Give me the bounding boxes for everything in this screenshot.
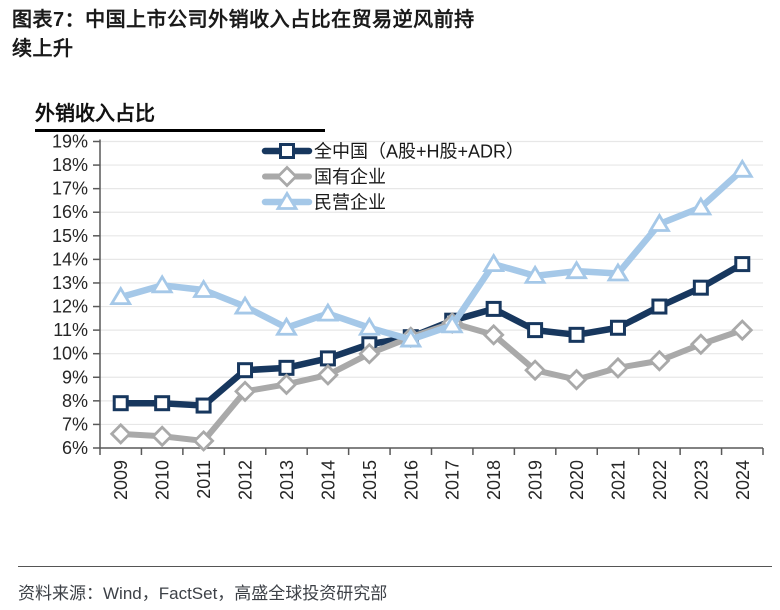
x-axis-label: 2014 xyxy=(318,460,338,500)
x-axis-label: 2009 xyxy=(111,460,131,500)
triangle-marker xyxy=(647,212,671,232)
x-axis-label: 2016 xyxy=(401,460,421,500)
square-marker xyxy=(195,397,212,414)
square-marker xyxy=(734,256,751,273)
legend-label: 国有企业 xyxy=(314,167,386,187)
triangle-marker xyxy=(316,302,340,322)
square-marker xyxy=(154,395,171,412)
y-axis-label: 13% xyxy=(52,273,88,293)
triangle-marker xyxy=(275,190,299,210)
triangle-marker xyxy=(606,262,630,282)
square-marker xyxy=(651,298,668,315)
diamond-marker xyxy=(234,380,257,403)
diamond-marker xyxy=(606,356,629,379)
x-axis-label: 2010 xyxy=(153,460,173,500)
triangle-marker xyxy=(150,274,174,294)
square-marker xyxy=(485,300,502,317)
y-axis-label: 18% xyxy=(52,155,88,175)
figure-title: 图表7：中国上市公司外销收入占比在贸易逆风前持续上升 xyxy=(12,9,475,60)
x-axis-label: 2019 xyxy=(526,460,546,500)
x-axis-label: 2017 xyxy=(443,460,463,500)
y-axis-label: 10% xyxy=(52,344,88,364)
x-axis-label: 2012 xyxy=(236,460,256,500)
diamond-marker xyxy=(689,333,712,356)
diamond-marker xyxy=(524,359,547,382)
diamond-marker xyxy=(482,323,505,346)
square-marker xyxy=(527,322,544,339)
triangle-marker xyxy=(233,295,257,315)
diamond-marker xyxy=(731,319,754,342)
diamond-marker xyxy=(192,429,215,452)
legend-item-2: 民营企业 xyxy=(261,190,386,213)
y-axis-label: 16% xyxy=(52,202,88,222)
y-axis-label: 15% xyxy=(52,226,88,246)
diamond-marker xyxy=(275,373,298,396)
x-axis-label: 2013 xyxy=(277,460,297,500)
x-axis-label: 2015 xyxy=(360,460,380,500)
triangle-marker xyxy=(482,252,506,272)
legend-item-0: 全中国（A股+H股+ADR） xyxy=(261,142,524,162)
square-marker xyxy=(279,143,295,159)
square-marker xyxy=(237,362,254,379)
square-marker xyxy=(609,319,626,336)
diamond-marker xyxy=(109,422,132,445)
series-1 xyxy=(109,312,754,452)
chart-title: 外销收入占比 xyxy=(35,97,325,132)
diamond-marker xyxy=(151,425,174,448)
legend-label: 全中国（A股+H股+ADR） xyxy=(314,142,524,162)
x-axis-label: 2023 xyxy=(691,460,711,500)
y-axis-label: 11% xyxy=(53,320,88,340)
y-axis-label: 14% xyxy=(52,249,88,269)
legend-label: 民营企业 xyxy=(314,193,386,213)
series-2 xyxy=(109,158,754,348)
y-axis-label: 8% xyxy=(62,391,88,411)
diamond-marker xyxy=(316,363,339,386)
source-note: 资料来源：Wind，FactSet，高盛全球投资研究部 xyxy=(18,566,772,604)
triangle-marker xyxy=(192,278,216,298)
series-line-2 xyxy=(117,166,746,343)
triangle-marker xyxy=(565,259,589,280)
line-chart: 6% 7% 8% 9% 10% 11% 12% 13% 14% 15% 16% 17% 18% 19% 20… xyxy=(52,132,764,500)
diamond-marker xyxy=(358,342,381,365)
square-marker xyxy=(692,279,709,296)
triangle-marker xyxy=(399,328,423,348)
x-axis-label: 2020 xyxy=(567,460,587,500)
triangle-marker xyxy=(730,158,754,178)
triangle-marker xyxy=(274,316,298,336)
triangle-marker xyxy=(109,285,133,306)
x-axis-label: 2021 xyxy=(608,460,628,500)
diamond-marker xyxy=(276,165,298,188)
diamond-marker xyxy=(565,368,588,391)
triangle-marker xyxy=(440,314,464,334)
y-axis-label: 17% xyxy=(52,179,88,199)
triangle-marker xyxy=(523,264,547,284)
x-axis-label: 2011 xyxy=(194,460,214,499)
triangle-marker xyxy=(689,196,713,216)
diamond-marker xyxy=(648,349,671,372)
square-marker xyxy=(112,395,129,412)
x-axis-label: 2024 xyxy=(733,460,753,500)
square-marker xyxy=(568,326,585,343)
square-marker xyxy=(319,350,336,367)
triangle-marker xyxy=(357,316,381,336)
y-axis-label: 9% xyxy=(62,367,88,387)
y-axis-label: 12% xyxy=(52,297,88,317)
x-axis-label: 2022 xyxy=(650,460,670,500)
square-marker xyxy=(278,359,295,376)
y-axis-label: 6% xyxy=(62,438,88,458)
y-axis-label: 7% xyxy=(62,414,88,434)
legend-item-1: 国有企业 xyxy=(262,165,386,188)
y-axis-label: 19% xyxy=(52,132,88,152)
series-line-1 xyxy=(117,320,746,444)
x-axis-label: 2018 xyxy=(484,460,504,500)
